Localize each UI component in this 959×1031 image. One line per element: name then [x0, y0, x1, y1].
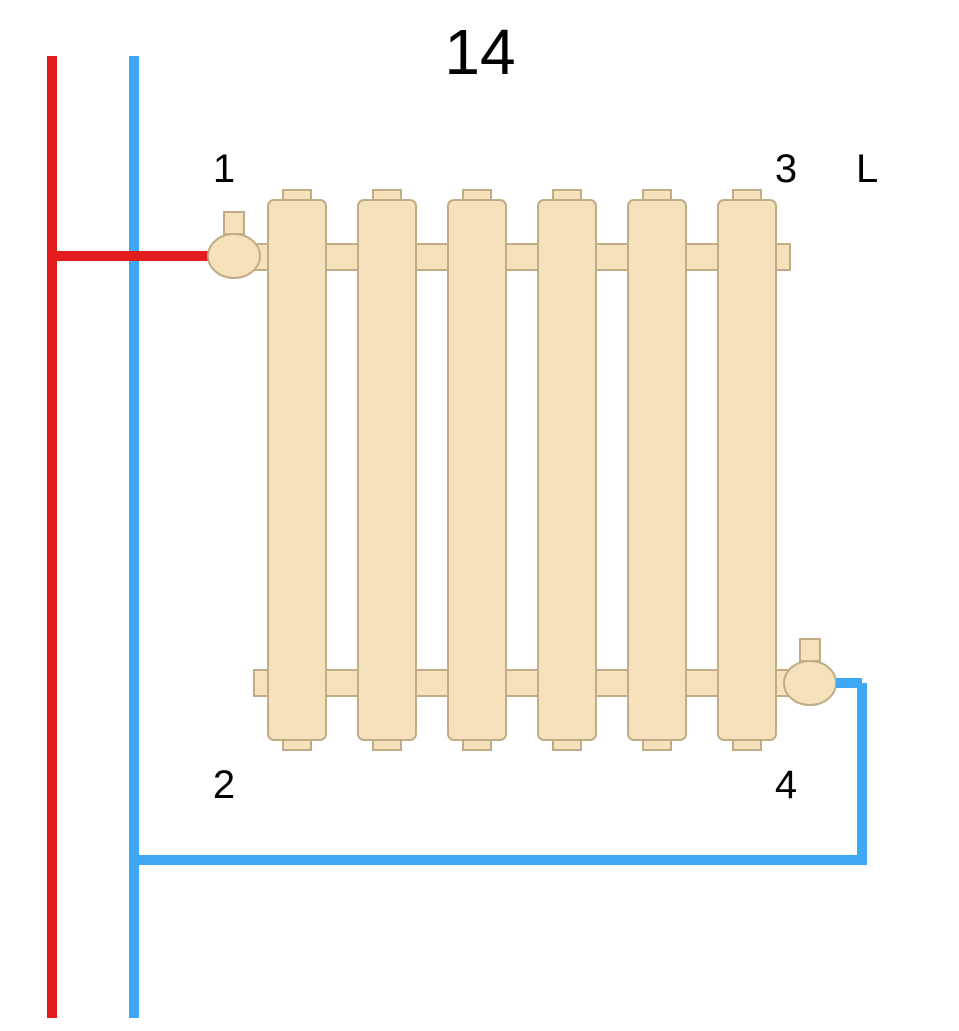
- radiator-column-cap-top: [733, 190, 761, 200]
- radiator-column: [718, 200, 776, 740]
- radiator-column-cap-bottom: [373, 740, 401, 750]
- port-label-2: 2: [213, 763, 235, 807]
- port-label-1: 1: [213, 147, 235, 191]
- radiator-column-cap-top: [643, 190, 671, 200]
- port-label-4: 4: [775, 763, 797, 807]
- inlet-valve-neck: [224, 212, 244, 234]
- diagram-canvas: 14 1 2 3 4 L: [0, 0, 959, 1031]
- inlet-valve: [208, 234, 260, 278]
- radiator-column-cap-top: [283, 190, 311, 200]
- radiator-column-cap-bottom: [463, 740, 491, 750]
- radiator-column-cap-bottom: [643, 740, 671, 750]
- radiator-column-cap-top: [463, 190, 491, 200]
- path-label-L: L: [856, 147, 878, 191]
- outlet-valve-neck: [800, 639, 820, 661]
- radiator-column-cap-top: [373, 190, 401, 200]
- radiator-column: [358, 200, 416, 740]
- radiator-column-cap-bottom: [733, 740, 761, 750]
- radiator-column: [448, 200, 506, 740]
- radiator-column-cap-bottom: [283, 740, 311, 750]
- port-label-3: 3: [775, 147, 797, 191]
- radiator-column: [268, 200, 326, 740]
- radiator-column-cap-top: [553, 190, 581, 200]
- radiator-column: [538, 200, 596, 740]
- outlet-valve: [784, 661, 836, 705]
- radiator-header-bottom: [254, 670, 790, 696]
- diagram-title: 14: [444, 16, 515, 88]
- radiator-column-cap-bottom: [553, 740, 581, 750]
- radiator-header-top: [254, 244, 790, 270]
- radiator-column: [628, 200, 686, 740]
